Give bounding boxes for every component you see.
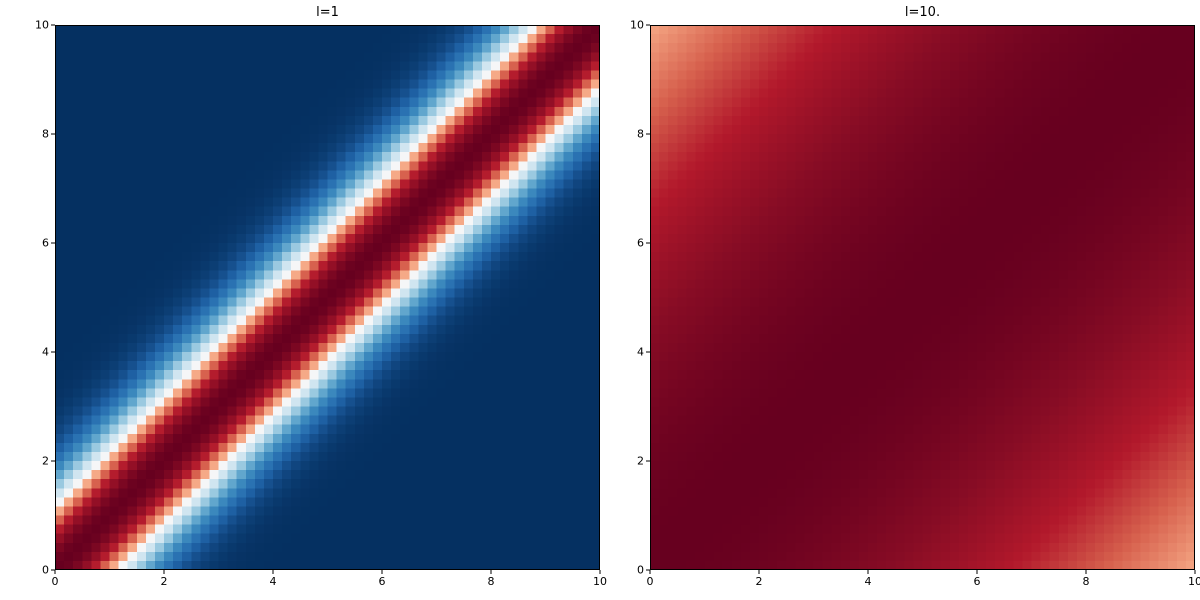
y-tick-label: 6	[637, 238, 644, 249]
x-tick-label: 10	[1188, 576, 1200, 587]
x-tick-label: 8	[488, 576, 495, 587]
y-tickmark	[646, 243, 650, 244]
panel-right-title: l=10.	[650, 5, 1195, 20]
x-tick-label: 8	[1083, 576, 1090, 587]
x-tick-label: 10	[593, 576, 607, 587]
x-tick-label: 0	[52, 576, 59, 587]
x-tick-label: 2	[756, 576, 763, 587]
x-tickmark	[55, 570, 56, 574]
x-tickmark	[600, 570, 601, 574]
y-tick-label: 8	[637, 129, 644, 140]
x-tickmark	[382, 570, 383, 574]
x-tickmark	[1195, 570, 1196, 574]
y-tick-label: 2	[42, 456, 49, 467]
x-tickmark	[273, 570, 274, 574]
panel-left-heatmap	[55, 25, 600, 570]
y-tickmark	[51, 352, 55, 353]
y-tick-label: 4	[42, 347, 49, 358]
panel-left-title: l=1	[55, 5, 600, 20]
y-tick-label: 10	[630, 20, 644, 31]
x-tickmark	[1086, 570, 1087, 574]
panel-right-plot: 02468100246810	[650, 25, 1195, 570]
y-tickmark	[51, 570, 55, 571]
x-tick-label: 6	[974, 576, 981, 587]
x-tickmark	[977, 570, 978, 574]
x-tickmark	[164, 570, 165, 574]
x-tick-label: 4	[865, 576, 872, 587]
y-tickmark	[646, 134, 650, 135]
x-tick-label: 0	[647, 576, 654, 587]
x-tickmark	[868, 570, 869, 574]
x-tickmark	[759, 570, 760, 574]
y-tickmark	[51, 134, 55, 135]
y-tick-label: 6	[42, 238, 49, 249]
panel-right-heatmap	[650, 25, 1195, 570]
y-tickmark	[51, 25, 55, 26]
y-tickmark	[51, 461, 55, 462]
y-tickmark	[646, 352, 650, 353]
y-tick-label: 0	[637, 565, 644, 576]
y-tickmark	[646, 570, 650, 571]
panel-right: l=10. 02468100246810	[650, 25, 1195, 570]
y-tick-label: 8	[42, 129, 49, 140]
y-tickmark	[51, 243, 55, 244]
y-tick-label: 2	[637, 456, 644, 467]
panel-left-plot: 02468100246810	[55, 25, 600, 570]
figure: l=1 02468100246810 l=10. 02468100246810	[0, 0, 1200, 600]
x-tickmark	[491, 570, 492, 574]
x-tick-label: 6	[379, 576, 386, 587]
y-tickmark	[646, 25, 650, 26]
x-tick-label: 4	[270, 576, 277, 587]
y-tick-label: 10	[35, 20, 49, 31]
x-tickmark	[650, 570, 651, 574]
x-tick-label: 2	[161, 576, 168, 587]
y-tick-label: 0	[42, 565, 49, 576]
y-tick-label: 4	[637, 347, 644, 358]
y-tickmark	[646, 461, 650, 462]
panel-left: l=1 02468100246810	[55, 25, 600, 570]
